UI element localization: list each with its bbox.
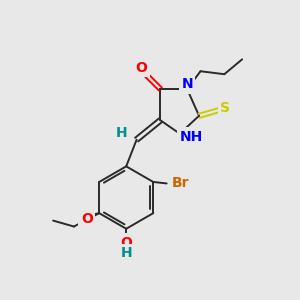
Text: H: H [116,126,127,140]
Text: O: O [120,236,132,250]
Text: NH: NH [179,130,203,144]
Text: O: O [81,212,93,226]
Text: H: H [120,246,132,260]
Text: N: N [181,77,193,91]
Text: Br: Br [172,176,190,190]
Text: O: O [135,61,147,75]
Text: S: S [220,101,230,116]
